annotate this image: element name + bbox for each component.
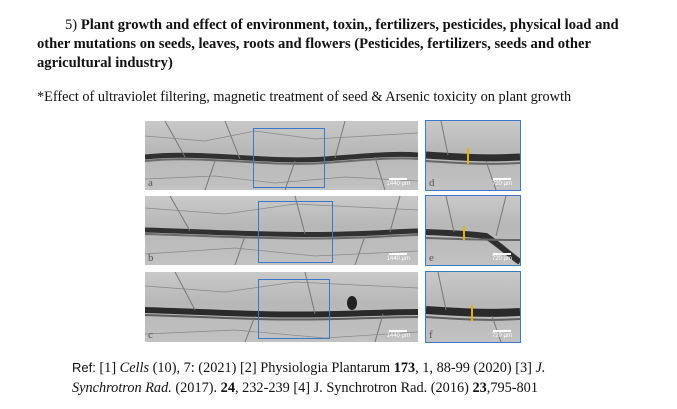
panel-letter: b <box>148 252 154 264</box>
leaf-image-c: c 1440 µm <box>145 272 418 342</box>
leaf-image-b: b 1440 µm <box>145 196 418 265</box>
measurement-line <box>467 148 469 164</box>
zoom-vein-drawing <box>426 196 520 265</box>
ref-3-journal: Synchrotron Rad. <box>72 380 172 396</box>
scale-bar: 1440 µm <box>387 330 410 339</box>
panel-letter: d <box>429 177 435 189</box>
ref-2-journal: Physiologia Plantarum <box>260 360 391 376</box>
panel-letter: f <box>429 329 433 341</box>
leaf-vein-drawing <box>145 121 418 190</box>
region-of-interest-box <box>258 279 330 339</box>
scale-bar: 1440 µm <box>387 253 410 262</box>
ref-4-journal: J. Synchrotron Rad. (2016) <box>313 380 469 396</box>
region-of-interest-box <box>258 201 333 263</box>
leaf-image-a: a 1440 µm <box>145 121 418 190</box>
panel-letter: a <box>148 177 153 189</box>
scale-bar: 720 µm <box>492 330 512 339</box>
measurement-line <box>463 226 465 240</box>
leaf-vein-drawing <box>145 196 418 265</box>
zoom-image-f: f 720 µm <box>425 271 521 343</box>
zoom-vein-drawing <box>426 121 520 190</box>
scale-bar: 720 µm <box>492 253 512 262</box>
leaf-vein-drawing <box>145 272 418 342</box>
panel-letter: c <box>148 329 153 341</box>
section-title: Plant growth and effect of environment, … <box>37 17 619 71</box>
ref-label: Ref: <box>72 360 96 375</box>
section-number: 5) <box>65 17 78 33</box>
references: Ref: [1] Cells (10), 7: (2021) [2] Physi… <box>72 360 546 396</box>
region-of-interest-box <box>253 128 325 188</box>
scale-bar: 720 µm <box>492 178 512 187</box>
zoom-image-d: d 720 µm <box>425 120 521 191</box>
zoom-image-e: e 720 µm <box>425 195 521 266</box>
measurement-line <box>471 305 473 321</box>
ref-1-journal: Cells <box>119 360 150 376</box>
section-heading: 5) Plant growth and effect of environmen… <box>37 16 647 73</box>
subheading: *Effect of ultraviolet filtering, magnet… <box>37 89 572 105</box>
panel-letter: e <box>429 252 434 264</box>
scale-bar: 1440 µm <box>387 178 410 187</box>
